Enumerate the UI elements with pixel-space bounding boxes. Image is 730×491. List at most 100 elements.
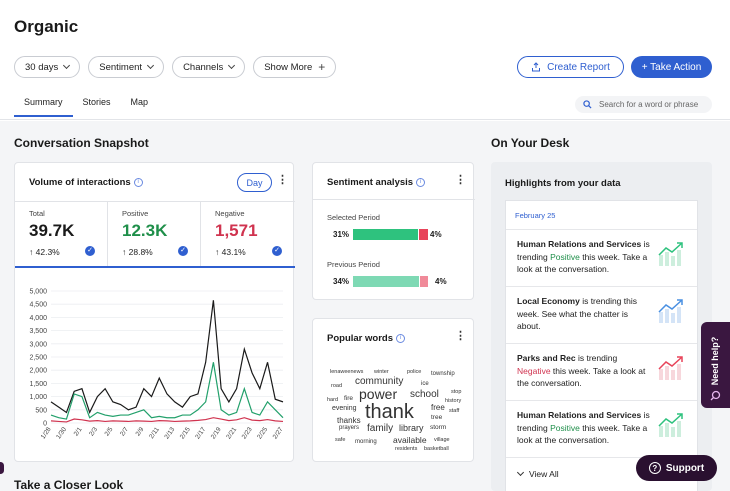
word[interactable]: hard (327, 397, 339, 403)
filter-label: Channels (183, 61, 224, 73)
side-handle[interactable] (0, 462, 4, 474)
highlight-post: this week. Take a look at the conversati… (517, 251, 648, 275)
word[interactable]: thank (365, 401, 414, 423)
need-help-tab[interactable]: Need help? (701, 322, 730, 408)
y-tick-label: 2,500 (29, 355, 47, 362)
check-icon: ✓ (85, 246, 95, 256)
highlight-topic: Parks and Rec (517, 353, 576, 363)
previous-positive-bar[interactable] (353, 276, 419, 287)
highlight-item[interactable]: Local Economy is trending this week. See… (506, 287, 697, 344)
word[interactable]: winter (374, 369, 389, 375)
search-help-icon (710, 390, 721, 401)
word[interactable]: prayers (339, 425, 360, 431)
day-toggle-button[interactable]: Day (237, 173, 272, 192)
word[interactable]: storm (430, 424, 447, 431)
show-more-button[interactable]: Show More + (253, 56, 337, 78)
selected-period-label: Selected Period (327, 213, 380, 222)
highlight-text: Human Relations and Services is trending… (517, 238, 652, 276)
word[interactable]: evening (332, 405, 357, 412)
stat-change: ↑ 43.1% (215, 247, 246, 257)
series-line-0[interactable] (50, 300, 284, 415)
kebab-menu-icon[interactable]: ⋮ (455, 330, 466, 342)
highlight-pre: is trending (517, 410, 650, 433)
tab-stories[interactable]: Stories (82, 97, 111, 107)
selected-positive-bar[interactable] (353, 229, 418, 240)
selected-positive-pct: 31% (333, 230, 350, 239)
word[interactable]: free (431, 403, 445, 412)
stat-value: 39.7K (29, 221, 75, 240)
create-report-button[interactable]: Create Report (517, 56, 624, 78)
stat-change: ↑ 42.3% (29, 247, 60, 257)
kebab-menu-icon[interactable]: ⋮ (455, 174, 466, 186)
search-input[interactable]: Search for a word or phrase (575, 96, 712, 113)
tab-map[interactable]: Map (130, 97, 149, 107)
x-tick-label: 2/23 (241, 426, 254, 441)
check-icon: ✓ (178, 246, 188, 256)
volume-card: Volume of interactions i Day ⋮ Total 39.7… (14, 162, 295, 462)
filter-channels[interactable]: Channels (172, 56, 246, 78)
word[interactable]: power (359, 386, 398, 402)
info-icon[interactable]: i (133, 177, 143, 187)
popular-words-card: Popular words i ⋮ lenaweenews winter poli… (312, 318, 474, 462)
highlights-panel: Highlights from your data February 25 Hu… (491, 162, 712, 491)
kebab-menu-icon[interactable]: ⋮ (277, 174, 288, 186)
info-icon[interactable]: i (395, 333, 405, 343)
series-line-1[interactable] (50, 362, 284, 420)
highlights-title: Highlights from your data (505, 178, 621, 189)
tab-bar: Summary Stories Map (14, 97, 158, 117)
filter-sentiment[interactable]: Sentiment (88, 56, 165, 78)
take-action-button[interactable]: + Take Action (631, 56, 712, 78)
y-tick-label: 5,000 (29, 289, 47, 296)
view-all-link[interactable]: View All (516, 468, 559, 479)
highlight-item[interactable]: Human Relations and Services is trending… (506, 401, 697, 458)
filter-label: Show More (264, 61, 313, 73)
word[interactable]: staff (449, 408, 460, 414)
selected-negative-bar[interactable] (419, 229, 428, 240)
word[interactable]: residents (395, 446, 418, 452)
main-content: Conversation Snapshot On Your Desk Volum… (0, 121, 730, 491)
word[interactable]: lenaweenews (330, 369, 364, 375)
word[interactable]: history (445, 398, 462, 404)
x-tick-label: 2/5 (104, 426, 115, 438)
word[interactable]: library (399, 423, 424, 433)
stat-positive[interactable]: Positive 12.3K ↑ 28.8% ✓ (108, 201, 201, 267)
series-line-2[interactable] (50, 417, 284, 423)
page-title: Organic (14, 17, 79, 36)
y-tick-label: 4,500 (29, 302, 47, 309)
word[interactable]: township (431, 371, 455, 377)
tab-summary[interactable]: Summary (14, 97, 73, 117)
selected-negative-pct: 4% (430, 230, 442, 239)
highlight-item[interactable]: Parks and Rec is trending Negative this … (506, 344, 697, 401)
stat-negative[interactable]: Negative 1,571 ↑ 43.1% ✓ (201, 201, 295, 267)
stat-total[interactable]: Total 39.7K ↑ 42.3% ✓ (15, 201, 108, 267)
highlight-pre: is trending (517, 239, 650, 262)
export-icon (532, 62, 541, 72)
word[interactable]: thanks (337, 416, 361, 425)
previous-negative-bar[interactable] (420, 276, 428, 287)
word[interactable]: road (331, 383, 343, 389)
word[interactable]: police (407, 369, 422, 375)
word[interactable]: family (367, 423, 394, 434)
word[interactable]: available (393, 435, 427, 445)
word[interactable]: tree (431, 414, 443, 421)
sentiment-title-text: Sentiment analysis (327, 177, 414, 188)
word[interactable]: stop (451, 389, 462, 395)
word[interactable]: community (355, 376, 404, 387)
filter-date-range[interactable]: 30 days (14, 56, 81, 78)
info-icon[interactable]: i (416, 177, 426, 187)
highlight-item[interactable]: Human Relations and Services is trending… (506, 230, 697, 287)
word[interactable]: ice (421, 381, 429, 387)
word[interactable]: school (410, 389, 439, 400)
support-button[interactable]: ? Support (636, 455, 717, 481)
previous-negative-pct: 4% (435, 277, 447, 286)
word[interactable]: fire (344, 395, 354, 402)
y-tick-label: 500 (35, 407, 47, 414)
word[interactable]: safe (335, 437, 346, 443)
x-tick-label: 2/21 (225, 426, 238, 441)
word[interactable]: morning (355, 439, 377, 445)
word[interactable]: basketball (424, 446, 449, 452)
desk-title: On Your Desk (491, 136, 570, 150)
plus-icon: + (318, 60, 326, 74)
word[interactable]: village (434, 437, 450, 443)
filter-label: Sentiment (99, 61, 143, 73)
